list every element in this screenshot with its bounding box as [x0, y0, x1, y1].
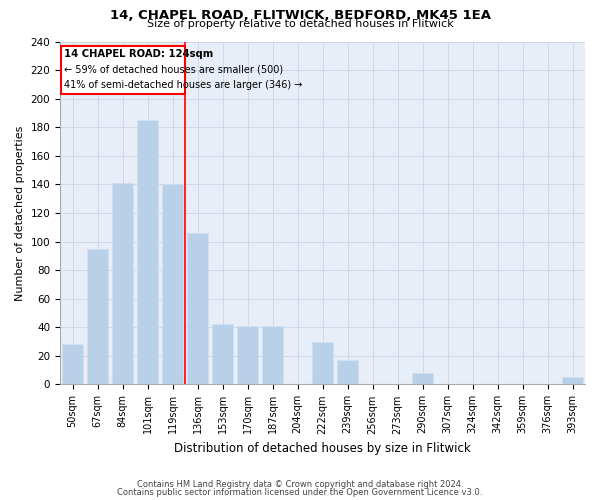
Text: 41% of semi-detached houses are larger (346) →: 41% of semi-detached houses are larger (…	[64, 80, 302, 90]
X-axis label: Distribution of detached houses by size in Flitwick: Distribution of detached houses by size …	[174, 442, 471, 455]
Bar	[112, 183, 133, 384]
Text: ← 59% of detached houses are smaller (500): ← 59% of detached houses are smaller (50…	[64, 64, 283, 74]
Text: Size of property relative to detached houses in Flitwick: Size of property relative to detached ho…	[146, 19, 454, 29]
Y-axis label: Number of detached properties: Number of detached properties	[15, 126, 25, 300]
Bar	[87, 248, 108, 384]
Text: Contains public sector information licensed under the Open Government Licence v3: Contains public sector information licen…	[118, 488, 482, 497]
Bar	[61, 46, 185, 94]
Bar	[137, 120, 158, 384]
Bar	[412, 373, 433, 384]
Bar	[337, 360, 358, 384]
Bar	[262, 326, 283, 384]
Text: 14, CHAPEL ROAD, FLITWICK, BEDFORD, MK45 1EA: 14, CHAPEL ROAD, FLITWICK, BEDFORD, MK45…	[110, 9, 491, 22]
Bar	[312, 342, 333, 384]
Bar	[187, 233, 208, 384]
Text: Contains HM Land Registry data © Crown copyright and database right 2024.: Contains HM Land Registry data © Crown c…	[137, 480, 463, 489]
Bar	[237, 326, 258, 384]
Bar	[62, 344, 83, 385]
Text: 14 CHAPEL ROAD: 124sqm: 14 CHAPEL ROAD: 124sqm	[64, 50, 213, 59]
Bar	[162, 184, 183, 384]
Bar	[562, 378, 583, 384]
Bar	[212, 324, 233, 384]
